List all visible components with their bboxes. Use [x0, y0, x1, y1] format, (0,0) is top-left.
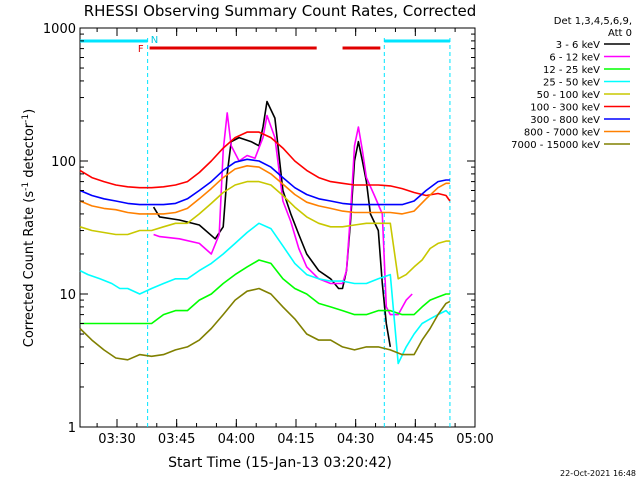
y-axis-label-main: Corrected Count Rate (s	[22, 191, 37, 348]
y-axis-label-mid: detector	[22, 122, 37, 182]
x-tick-label: 04:00	[218, 432, 255, 447]
legend-entry-label: 7000 - 15000 keV	[511, 140, 600, 151]
chart-title: RHESSI Observing Summary Count Rates, Co…	[84, 2, 477, 20]
y-axis-label-sup2: -1	[21, 114, 31, 123]
y-tick-label: 1	[68, 421, 76, 436]
y-axis-label-end: )	[22, 109, 37, 114]
vertical-markers	[147, 38, 451, 427]
x-tick-label: 04:45	[397, 432, 434, 447]
x-tick-label: 04:15	[277, 432, 314, 447]
series-line	[80, 259, 450, 325]
plot-frame	[79, 27, 476, 428]
footer-timestamp: 22-Oct-2021 16:48	[560, 469, 636, 478]
x-tick-label: 05:00	[456, 432, 493, 447]
legend-entry-label: 100 - 300 keV	[530, 103, 600, 114]
y-axis-label: Corrected Count Rate (s-1 detector-1)	[21, 109, 37, 347]
series-line	[79, 165, 450, 215]
series-line	[153, 112, 413, 316]
legend-header: Det 1,3,4,5,6,9,	[554, 16, 632, 27]
series-line	[79, 222, 451, 365]
series-line	[79, 131, 451, 202]
y-tick-label: 10	[59, 288, 76, 303]
x-tick-label: 04:30	[337, 432, 374, 447]
flag-label-n: N	[151, 35, 158, 46]
legend-header: Att 0	[608, 28, 632, 39]
legend-entry-label: 3 - 6 keV	[556, 40, 600, 51]
x-axis-label: Start Time (15-Jan-13 03:20:42)	[168, 455, 392, 471]
legend-entry-label: 12 - 25 keV	[543, 65, 600, 76]
legend: Det 1,3,4,5,6,9,Att 0 3 - 6 keV 6 - 12 keV…	[511, 16, 632, 151]
flag-label-f: F	[138, 44, 144, 55]
series-lines	[79, 100, 451, 365]
series-line	[152, 100, 392, 348]
series-line	[79, 158, 450, 206]
legend-entry-label: 25 - 50 keV	[543, 78, 600, 89]
legend-entry-label: 800 - 7000 keV	[524, 128, 600, 139]
x-tick-label: 03:45	[158, 432, 195, 447]
status-bar: FN	[80, 35, 450, 55]
series-line	[79, 180, 450, 280]
axes: 1 10 100 1000 03:30 03:45 04:00 04:15 04:30 04:45…	[43, 22, 494, 447]
legend-entry-label: 6 - 12 keV	[549, 53, 600, 64]
y-tick-label: 1000	[43, 22, 76, 37]
legend-entry-label: 50 - 100 keV	[537, 90, 601, 101]
y-tick-label: 100	[51, 155, 76, 170]
legend-entry-label: 300 - 800 keV	[530, 115, 600, 126]
y-axis-label-sup1: -1	[21, 182, 31, 191]
series-line	[79, 287, 451, 361]
x-tick-label: 03:30	[98, 432, 135, 447]
